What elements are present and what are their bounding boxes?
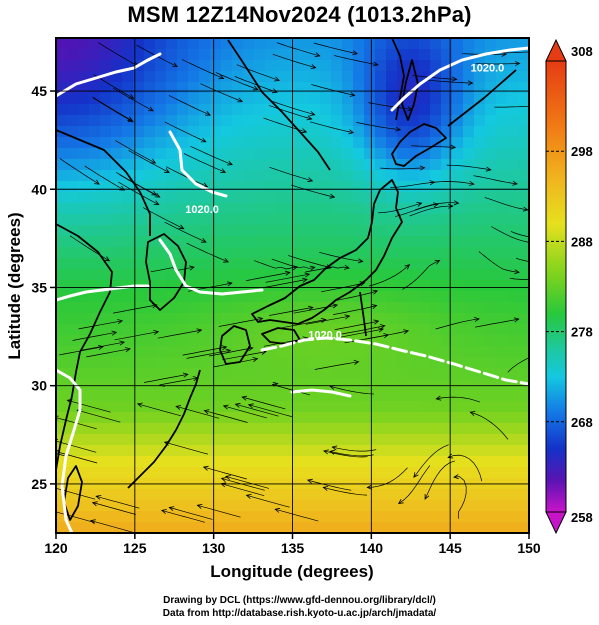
colorbar-gradient (545, 60, 567, 513)
colorbar-max-arrow (545, 38, 567, 62)
x-axis-title: Longitude (degrees) (210, 562, 373, 581)
colorbar-min-arrow (545, 511, 567, 535)
x-tick-label: 120 (44, 540, 68, 556)
isobar-labels: 1020.0 1020.0 1020.0 (185, 62, 504, 341)
credit-drawing: Drawing by DCL (https://www.gfd-dennou.o… (163, 595, 436, 606)
y-axis-title: Latitude (degrees) (5, 212, 24, 359)
y-tick-label: 45 (31, 83, 47, 99)
x-tick-label: 135 (281, 540, 305, 556)
colorbar: 308 298 288 278 268 258 (545, 38, 593, 535)
map-area (56, 38, 529, 533)
y-tick-label: 35 (31, 279, 47, 295)
x-tick-label: 145 (438, 540, 462, 556)
x-tick-label: 140 (360, 540, 384, 556)
colorbar-ticks: 308 298 288 278 268 258 (546, 44, 593, 525)
x-axis: 120 125 130 135 140 145 150 (44, 533, 541, 556)
isobars (56, 46, 529, 533)
colorbar-tick-label: 278 (571, 325, 593, 340)
colorbar-tick-label: 298 (571, 144, 593, 159)
x-tick-label: 130 (202, 540, 226, 556)
figure-title: MSM 12Z14Nov2024 (1013.2hPa) (127, 2, 472, 27)
colorbar-tick-label: 308 (571, 44, 593, 59)
colorbar-tick-label: 268 (571, 415, 593, 430)
credits: Drawing by DCL (https://www.gfd-dennou.o… (0, 594, 599, 620)
y-tick-label: 30 (31, 378, 47, 394)
y-tick-label: 40 (31, 181, 47, 197)
colorbar-tick-label: 258 (571, 510, 593, 525)
y-tick-label: 25 (31, 476, 47, 492)
isobar-label: 1020.0 (471, 62, 505, 74)
colorbar-tick-label: 288 (571, 234, 593, 249)
x-tick-label: 125 (123, 540, 147, 556)
streamlines (56, 42, 529, 533)
x-tick-label: 150 (517, 540, 541, 556)
isobar-label: 1020.0 (308, 330, 342, 342)
isobar-label: 1020.0 (185, 204, 219, 216)
credit-data: Data from http://database.rish.kyoto-u.a… (162, 608, 437, 619)
y-axis: 25 30 35 40 45 (31, 83, 56, 492)
